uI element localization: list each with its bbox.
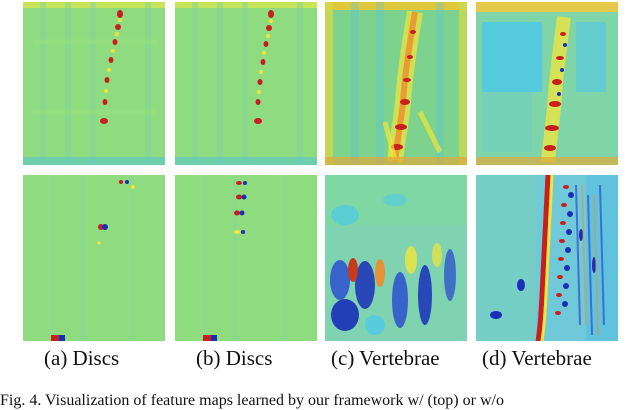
panel-d-bottom [476,175,618,341]
vertebra-blobs [330,243,456,335]
caption-b: (b) Discs [196,346,273,370]
panel-d-top [476,2,618,165]
caption-d: (d) Vertebrae [482,346,592,370]
panel-c-bottom [325,175,467,341]
figure-caption: Fig. 4. Visualization of feature maps le… [0,392,504,409]
panel-c-top [325,2,467,165]
disc-spots [100,10,123,124]
panel-b-top [175,2,317,165]
caption-a: (a) Discs [44,346,120,370]
panel-a-bottom [23,175,165,341]
panel-b-bottom [175,175,317,341]
panel-a-top [23,2,165,165]
caption-c: (c) Vertebrae [331,346,440,370]
